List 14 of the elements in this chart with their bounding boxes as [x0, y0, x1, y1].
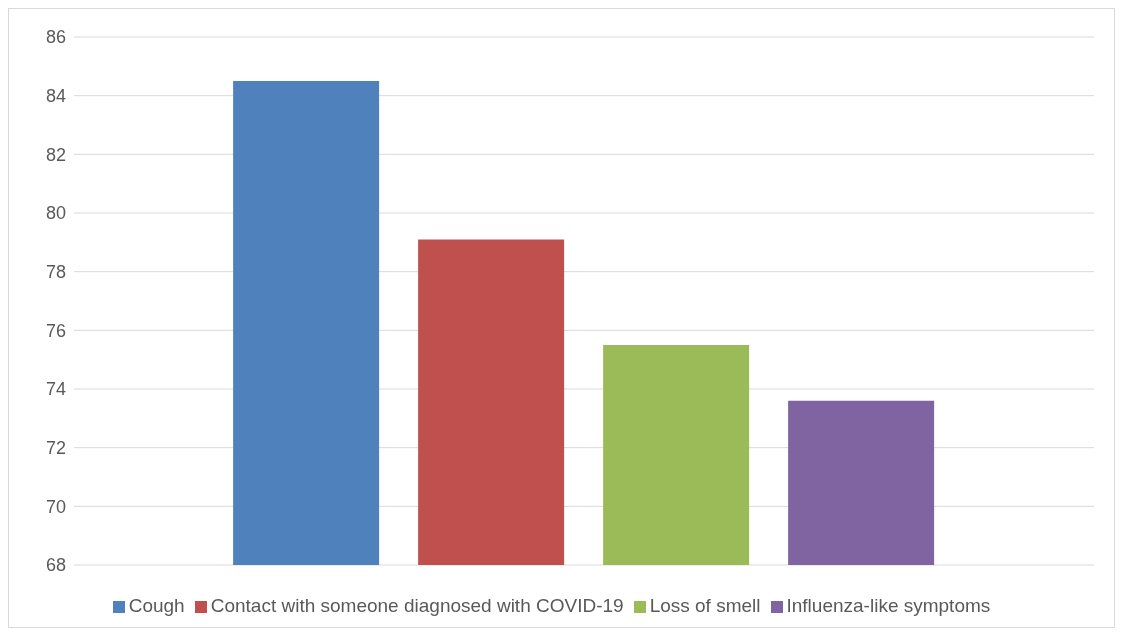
y-tick-label: 68	[45, 555, 66, 576]
legend-label: Cough	[128, 595, 185, 616]
y-tick-label: 86	[45, 27, 66, 48]
y-tick-label: 80	[45, 203, 66, 224]
legend-label: Influenza-like symptoms	[786, 595, 991, 616]
y-tick-label: 74	[45, 379, 66, 400]
legend-label: Loss of smell	[649, 595, 761, 616]
y-tick-label: 82	[45, 144, 66, 165]
y-tick-label: 84	[45, 86, 66, 107]
y-tick-label: 76	[45, 320, 66, 341]
y-tick-label: 70	[45, 496, 66, 517]
legend-label: Contact with someone diagnosed with COVID-19	[210, 595, 624, 616]
y-tick-label: 72	[45, 438, 66, 459]
y-tick-label: 78	[45, 262, 66, 283]
